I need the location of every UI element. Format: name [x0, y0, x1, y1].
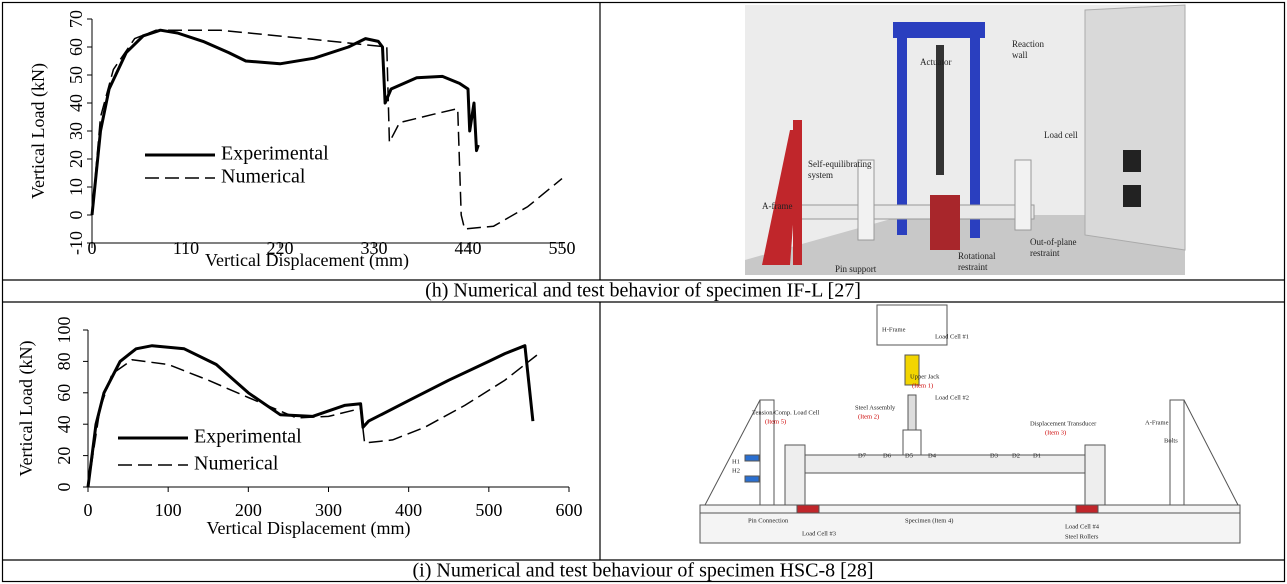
diagram-label: D7 — [858, 452, 867, 459]
figure-table: (h) Numerical and test behavior of speci… — [0, 0, 1287, 584]
x-tick-label: 0 — [84, 500, 93, 520]
y-tick-label: 70 — [66, 10, 86, 28]
x-tick-label: 600 — [556, 500, 583, 520]
y-tick-label: 10 — [66, 178, 86, 196]
diagram-label: D2 — [1012, 452, 1020, 459]
y-axis-title: Vertical Load (kN) — [16, 341, 37, 477]
legend-label: Numerical — [194, 453, 279, 475]
y-tick-label: 20 — [54, 447, 74, 465]
caption: (h) Numerical and test behavior of speci… — [425, 280, 861, 302]
diagram-label: Pin Connection — [748, 517, 789, 524]
diagram-label: A-frame — [762, 201, 792, 211]
diagram-label: D1 — [1033, 452, 1041, 459]
diagram-label: A-Frame — [1145, 419, 1169, 426]
diagram-label: H2 — [732, 467, 740, 474]
diagram-label: (Item 5) — [765, 418, 786, 425]
x-tick-label: 400 — [395, 500, 422, 520]
diagram-label: Displacement Transducer — [1030, 420, 1097, 427]
diagram-label: Load cell — [1044, 130, 1078, 140]
diagram-label: Bolts — [1164, 437, 1178, 444]
diagram-label: Specimen (Item 4) — [905, 517, 953, 524]
caption: (i) Numerical and test behaviour of spec… — [413, 560, 874, 582]
diagram-label: D4 — [928, 452, 937, 459]
y-tick-label: 60 — [66, 38, 86, 56]
diagram-label: Pin support — [835, 264, 877, 274]
x-axis-title: Vertical Displacement (mm) — [205, 250, 409, 271]
diagram-label: (Item 3) — [1045, 429, 1066, 436]
diagram-label: system — [808, 170, 833, 180]
diagram-label: Load Cell #4 — [1065, 523, 1100, 530]
x-tick-label: 100 — [155, 500, 182, 520]
legend-label: Experimental — [221, 143, 329, 165]
y-tick-label: 40 — [54, 415, 74, 433]
diagram-label: D5 — [905, 452, 913, 459]
diagram-label: Out-of-plane — [1030, 237, 1076, 247]
diagram-label: Reaction — [1012, 39, 1044, 49]
diagram-label: H1 — [732, 458, 740, 465]
y-tick-label: -10 — [66, 231, 86, 255]
y-tick-label: 100 — [54, 317, 74, 344]
legend-label: Experimental — [194, 426, 302, 448]
diagram-label: Load Cell #2 — [935, 394, 969, 401]
data-line — [88, 355, 537, 487]
diagram-label: (Item 1) — [912, 382, 933, 389]
diagram-label: Steel Assembly — [855, 404, 896, 411]
y-tick-label: 0 — [66, 211, 86, 220]
y-tick-label: 20 — [66, 150, 86, 168]
diagram-label: D6 — [883, 452, 892, 459]
y-tick-label: 30 — [66, 122, 86, 140]
diagram-label: Steel Rollers — [1065, 533, 1099, 540]
y-tick-label: 0 — [54, 483, 74, 492]
diagram-label: restraint — [958, 262, 988, 272]
y-tick-label: 80 — [54, 352, 74, 370]
data-line — [92, 30, 562, 229]
y-tick-label: 50 — [66, 66, 86, 84]
y-tick-label: 40 — [66, 94, 86, 112]
x-axis-title: Vertical Displacement (mm) — [207, 518, 411, 539]
diagram-label: Load Cell #1 — [935, 333, 969, 340]
diagram-label: (Item 2) — [858, 413, 879, 420]
x-tick-label: 110 — [173, 238, 199, 258]
diagram-label: restraint — [1030, 248, 1060, 258]
y-tick-label: 60 — [54, 384, 74, 402]
diagram-label: Self-equilibrating — [808, 159, 872, 169]
diagram-label: D3 — [990, 452, 998, 459]
setup-illustration — [745, 5, 1185, 275]
diagram-label: Tension/Comp. Load Cell — [752, 409, 819, 416]
x-tick-label: 500 — [475, 500, 502, 520]
diagram-label: Actuator — [920, 57, 952, 67]
diagram-label: H-Frame — [882, 326, 906, 333]
diagram-label: Rotational — [958, 251, 996, 261]
data-line — [88, 346, 533, 487]
x-tick-label: 200 — [235, 500, 262, 520]
x-tick-label: 300 — [315, 500, 342, 520]
x-tick-label: 440 — [455, 238, 482, 258]
diagram-label: Upper Jack — [910, 373, 940, 380]
x-tick-label: 0 — [88, 238, 97, 258]
x-tick-label: 550 — [549, 238, 576, 258]
diagram-label: wall — [1012, 50, 1028, 60]
diagram-label: Load Cell #3 — [802, 530, 836, 537]
legend-label: Numerical — [221, 166, 306, 188]
y-axis-title: Vertical Load (kN) — [28, 63, 49, 199]
